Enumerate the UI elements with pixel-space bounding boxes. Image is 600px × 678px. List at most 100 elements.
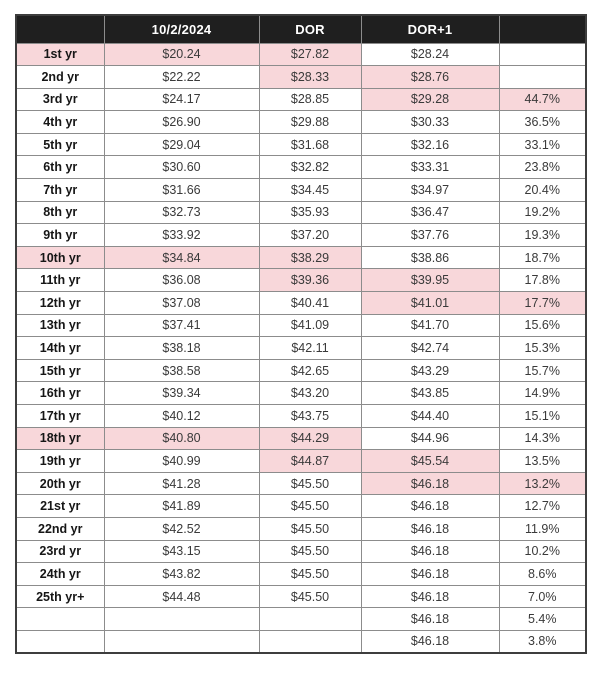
year-cell: [15, 629, 105, 654]
dor1-value-cell: $28.76: [360, 65, 500, 89]
dor-value-cell: $42.11: [258, 336, 362, 360]
date-value-cell: $38.58: [103, 358, 260, 383]
date-value-cell: $34.84: [103, 245, 260, 270]
date-value-cell: $20.24: [103, 42, 260, 67]
table-row: 17th yr $40.12 $43.75 $44.40 15.1%: [15, 404, 587, 428]
dor1-value-cell: $44.96: [360, 426, 500, 451]
year-cell: 11th yr: [15, 268, 105, 293]
dor1-value-cell: $46.18: [360, 471, 500, 496]
date-value-cell: $30.60: [103, 155, 260, 180]
table-row: 11th yr $36.08 $39.36 $39.95 17.8%: [15, 268, 587, 293]
date-value-cell: $39.34: [103, 381, 260, 405]
dor-value-cell: $35.93: [258, 200, 362, 225]
table-row: 4th yr $26.90 $29.88 $30.33 36.5%: [15, 110, 587, 134]
dor-value-cell: $31.68: [258, 132, 362, 157]
table-row: 2nd yr $22.22 $28.33 $28.76: [15, 65, 587, 89]
date-value-cell: $32.73: [103, 200, 260, 225]
pct-value-cell: 8.6%: [498, 562, 587, 586]
pct-value-cell: 44.7%: [498, 87, 587, 112]
dor1-value-cell: $46.18: [360, 539, 500, 564]
pct-value-cell: 33.1%: [498, 132, 587, 157]
date-value-cell: [103, 607, 260, 631]
year-cell: 1st yr: [15, 42, 105, 67]
dor-value-cell: $44.87: [258, 449, 362, 473]
header-cell-pct: [498, 14, 587, 44]
dor-value-cell: $28.85: [258, 87, 362, 112]
dor1-value-cell: $30.33: [360, 110, 500, 134]
dor-value-cell: $45.50: [258, 539, 362, 564]
header-row: 10/2/2024 DOR DOR+1: [15, 14, 587, 44]
date-value-cell: $37.41: [103, 313, 260, 338]
year-cell: 25th yr+: [15, 584, 105, 609]
table-row: 24th yr $43.82 $45.50 $46.18 8.6%: [15, 562, 587, 586]
year-cell: 22nd yr: [15, 516, 105, 541]
header-cell-dor: DOR: [258, 14, 362, 44]
dor-value-cell: $34.45: [258, 178, 362, 202]
dor1-value-cell: $41.01: [360, 291, 500, 315]
dor-value-cell: $39.36: [258, 268, 362, 293]
table-row: 16th yr $39.34 $43.20 $43.85 14.9%: [15, 381, 587, 405]
pct-value-cell: 13.5%: [498, 449, 587, 473]
dor-value-cell: $45.50: [258, 494, 362, 518]
year-cell: 23rd yr: [15, 539, 105, 564]
date-value-cell: $42.52: [103, 516, 260, 541]
dor1-value-cell: $39.95: [360, 268, 500, 293]
date-value-cell: $36.08: [103, 268, 260, 293]
pct-value-cell: 17.8%: [498, 268, 587, 293]
pct-value-cell: 19.2%: [498, 200, 587, 225]
pct-value-cell: 15.3%: [498, 336, 587, 360]
dor-value-cell: $42.65: [258, 358, 362, 383]
date-value-cell: $33.92: [103, 223, 260, 247]
table-row: 12th yr $37.08 $40.41 $41.01 17.7%: [15, 291, 587, 315]
dor-value-cell: $45.50: [258, 516, 362, 541]
dor1-value-cell: $36.47: [360, 200, 500, 225]
date-value-cell: [103, 629, 260, 654]
table-row: 14th yr $38.18 $42.11 $42.74 15.3%: [15, 336, 587, 360]
dor-value-cell: $29.88: [258, 110, 362, 134]
year-cell: 14th yr: [15, 336, 105, 360]
date-value-cell: $41.28: [103, 471, 260, 496]
year-cell: 5th yr: [15, 132, 105, 157]
year-cell: 9th yr: [15, 223, 105, 247]
date-value-cell: $26.90: [103, 110, 260, 134]
pct-value-cell: 19.3%: [498, 223, 587, 247]
year-cell: 24th yr: [15, 562, 105, 586]
pct-value-cell: 15.7%: [498, 358, 587, 383]
dor1-value-cell: $41.70: [360, 313, 500, 338]
dor1-value-cell: $34.97: [360, 178, 500, 202]
dor1-value-cell: $43.85: [360, 381, 500, 405]
pct-value-cell: 14.9%: [498, 381, 587, 405]
table-row: 22nd yr $42.52 $45.50 $46.18 11.9%: [15, 516, 587, 541]
table-row: 3rd yr $24.17 $28.85 $29.28 44.7%: [15, 87, 587, 112]
header-cell-date: 10/2/2024: [103, 14, 260, 44]
dor1-value-cell: $42.74: [360, 336, 500, 360]
dor1-value-cell: $32.16: [360, 132, 500, 157]
rate-schedule-table: 10/2/2024 DOR DOR+1 1st yr $20.24 $27.82 $28.…: [15, 14, 587, 655]
dor-value-cell: $45.50: [258, 562, 362, 586]
date-value-cell: $44.48: [103, 584, 260, 609]
date-value-cell: $40.99: [103, 449, 260, 473]
year-cell: 12th yr: [15, 291, 105, 315]
dor-value-cell: $43.75: [258, 404, 362, 428]
table-row: $46.18 3.8%: [15, 629, 587, 654]
table-row: 18th yr $40.80 $44.29 $44.96 14.3%: [15, 426, 587, 451]
date-value-cell: $43.15: [103, 539, 260, 564]
dor1-value-cell: $37.76: [360, 223, 500, 247]
date-value-cell: $40.80: [103, 426, 260, 451]
dor-value-cell: $37.20: [258, 223, 362, 247]
date-value-cell: $24.17: [103, 87, 260, 112]
table-row: 13th yr $37.41 $41.09 $41.70 15.6%: [15, 313, 587, 338]
table-row: 7th yr $31.66 $34.45 $34.97 20.4%: [15, 178, 587, 202]
pct-value-cell: 23.8%: [498, 155, 587, 180]
dor1-value-cell: $45.54: [360, 449, 500, 473]
dor-value-cell: [258, 607, 362, 631]
pct-value-cell: 11.9%: [498, 516, 587, 541]
table-row: 6th yr $30.60 $32.82 $33.31 23.8%: [15, 155, 587, 180]
pct-value-cell: 13.2%: [498, 471, 587, 496]
year-cell: 2nd yr: [15, 65, 105, 89]
date-value-cell: $37.08: [103, 291, 260, 315]
table-row: 9th yr $33.92 $37.20 $37.76 19.3%: [15, 223, 587, 247]
dor-value-cell: $27.82: [258, 42, 362, 67]
pct-value-cell: 14.3%: [498, 426, 587, 451]
